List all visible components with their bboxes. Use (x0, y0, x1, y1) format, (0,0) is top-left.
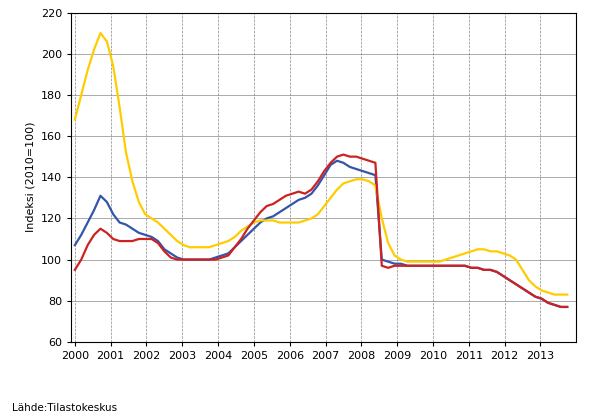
Koko liikevaihto (564, 304, 571, 309)
Kotimaan liikevaihto (327, 195, 334, 200)
Koko liikevaihto (321, 173, 328, 178)
Vientiliikevaihto (557, 304, 564, 309)
Kotimaan liikevaihto (564, 292, 571, 297)
Vientiliikevaihto (154, 241, 162, 246)
Vientiliikevaihto (231, 245, 238, 250)
Koko liikevaihto (71, 243, 78, 248)
Kotimaan liikevaihto (110, 63, 117, 68)
Vientiliikevaihto (282, 193, 289, 198)
Koko liikevaihto (103, 199, 110, 204)
Koko liikevaihto (429, 263, 437, 268)
Vientiliikevaihto (340, 152, 347, 157)
Y-axis label: Indeksi (2010=100): Indeksi (2010=100) (26, 122, 36, 232)
Kotimaan liikevaihto (429, 259, 437, 264)
Kotimaan liikevaihto (97, 30, 104, 35)
Koko liikevaihto (333, 158, 340, 163)
Vientiliikevaihto (321, 168, 328, 173)
Vientiliikevaihto (103, 230, 110, 235)
Kotimaan liikevaihto (161, 226, 168, 231)
Koko liikevaihto (557, 304, 564, 309)
Kotimaan liikevaihto (289, 220, 296, 225)
Line: Kotimaan liikevaihto: Kotimaan liikevaihto (75, 33, 567, 294)
Line: Koko liikevaihto: Koko liikevaihto (75, 161, 567, 307)
Vientiliikevaihto (564, 304, 571, 309)
Text: Lähde:Tilastokeskus: Lähde:Tilastokeskus (12, 403, 117, 413)
Kotimaan liikevaihto (238, 228, 245, 233)
Kotimaan liikevaihto (71, 117, 78, 122)
Kotimaan liikevaihto (551, 292, 558, 297)
Vientiliikevaihto (429, 263, 437, 268)
Koko liikevaihto (231, 245, 238, 250)
Line: Vientiliikevaihto: Vientiliikevaihto (75, 155, 567, 307)
Vientiliikevaihto (71, 267, 78, 272)
Koko liikevaihto (282, 206, 289, 211)
Koko liikevaihto (154, 239, 162, 244)
